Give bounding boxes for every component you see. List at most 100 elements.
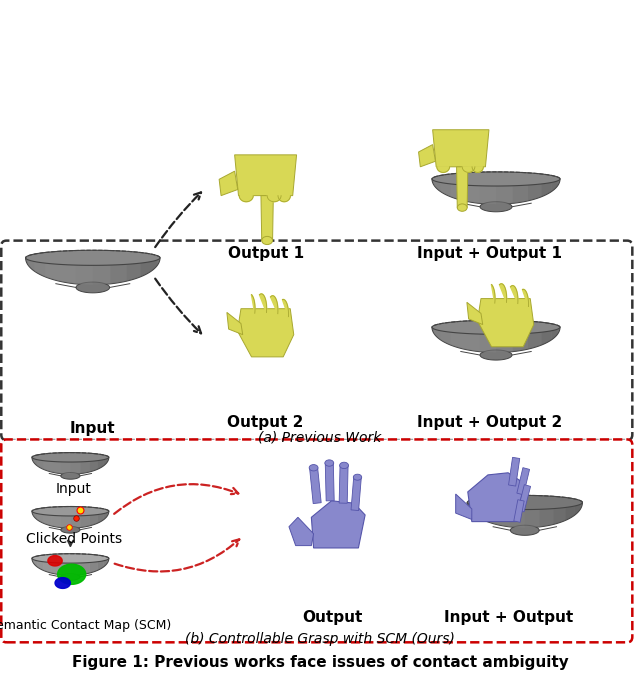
Polygon shape: [528, 183, 541, 201]
Polygon shape: [60, 516, 70, 528]
Polygon shape: [108, 457, 109, 462]
Polygon shape: [61, 472, 80, 479]
Polygon shape: [45, 264, 59, 281]
Polygon shape: [32, 558, 109, 575]
Polygon shape: [468, 472, 524, 522]
Polygon shape: [484, 508, 496, 524]
Polygon shape: [61, 526, 80, 533]
Polygon shape: [157, 257, 160, 265]
Polygon shape: [32, 457, 109, 474]
Polygon shape: [312, 501, 365, 548]
Polygon shape: [475, 507, 484, 520]
Polygon shape: [479, 334, 496, 353]
Polygon shape: [110, 264, 126, 284]
Text: Input + Output 2: Input + Output 2: [417, 415, 562, 429]
Polygon shape: [456, 494, 472, 520]
Polygon shape: [90, 514, 97, 526]
Polygon shape: [434, 330, 440, 340]
Polygon shape: [235, 155, 296, 195]
Polygon shape: [81, 461, 90, 474]
Polygon shape: [467, 495, 582, 510]
Polygon shape: [467, 502, 582, 528]
Polygon shape: [477, 299, 534, 346]
Polygon shape: [432, 328, 560, 353]
Polygon shape: [26, 258, 160, 284]
Polygon shape: [472, 166, 483, 173]
Polygon shape: [522, 289, 529, 307]
Polygon shape: [469, 506, 475, 515]
Ellipse shape: [309, 464, 318, 471]
Polygon shape: [437, 166, 449, 173]
Polygon shape: [513, 333, 528, 352]
Polygon shape: [541, 330, 552, 345]
FancyBboxPatch shape: [1, 241, 632, 440]
Polygon shape: [32, 511, 109, 528]
Polygon shape: [496, 334, 513, 353]
Polygon shape: [552, 328, 558, 340]
Polygon shape: [451, 185, 464, 201]
Polygon shape: [60, 462, 70, 474]
Polygon shape: [511, 525, 539, 535]
Polygon shape: [32, 457, 33, 462]
Polygon shape: [261, 195, 273, 241]
Polygon shape: [51, 563, 60, 575]
Polygon shape: [271, 296, 278, 313]
Text: Input: Input: [70, 421, 116, 436]
FancyBboxPatch shape: [1, 439, 632, 642]
Polygon shape: [517, 468, 529, 495]
Polygon shape: [462, 166, 475, 173]
Polygon shape: [464, 334, 479, 352]
Polygon shape: [509, 458, 520, 486]
Polygon shape: [97, 560, 104, 570]
Polygon shape: [90, 460, 97, 472]
Polygon shape: [496, 185, 513, 204]
Text: Input + Output 1: Input + Output 1: [417, 246, 562, 261]
Polygon shape: [480, 202, 512, 212]
Polygon shape: [440, 332, 451, 345]
Polygon shape: [151, 259, 157, 272]
Text: (a) Previous Work: (a) Previous Work: [259, 430, 381, 444]
Polygon shape: [81, 515, 90, 528]
Polygon shape: [126, 262, 140, 281]
Polygon shape: [434, 182, 440, 191]
Polygon shape: [513, 185, 528, 204]
Polygon shape: [351, 477, 362, 511]
Polygon shape: [467, 502, 469, 509]
Polygon shape: [432, 172, 560, 186]
Text: Semantic Contact Map (SCM): Semantic Contact Map (SCM): [0, 619, 172, 632]
Polygon shape: [97, 513, 104, 523]
Polygon shape: [51, 516, 60, 528]
Polygon shape: [58, 564, 86, 584]
Polygon shape: [259, 294, 267, 313]
Polygon shape: [90, 561, 97, 573]
Polygon shape: [464, 185, 479, 204]
Polygon shape: [499, 284, 507, 303]
Polygon shape: [433, 129, 489, 166]
Polygon shape: [108, 511, 109, 516]
Text: Input + Output: Input + Output: [444, 610, 573, 625]
Polygon shape: [37, 514, 44, 523]
Polygon shape: [44, 461, 51, 472]
Polygon shape: [432, 179, 560, 204]
Polygon shape: [44, 562, 51, 573]
Polygon shape: [479, 186, 496, 204]
Polygon shape: [33, 459, 37, 466]
Polygon shape: [28, 261, 35, 272]
Polygon shape: [51, 462, 60, 474]
Polygon shape: [467, 302, 483, 324]
Polygon shape: [566, 506, 575, 520]
Polygon shape: [76, 282, 109, 293]
Polygon shape: [140, 261, 151, 277]
Polygon shape: [432, 320, 560, 334]
Polygon shape: [554, 507, 566, 524]
Ellipse shape: [457, 204, 467, 211]
Polygon shape: [32, 511, 33, 516]
Polygon shape: [93, 265, 110, 285]
Polygon shape: [518, 485, 531, 512]
Polygon shape: [558, 326, 560, 334]
Polygon shape: [541, 182, 552, 197]
Ellipse shape: [325, 460, 333, 466]
Text: (b) Controllable Grasp with SCM (Ours): (b) Controllable Grasp with SCM (Ours): [185, 632, 455, 646]
Polygon shape: [558, 178, 560, 185]
Polygon shape: [419, 144, 435, 166]
